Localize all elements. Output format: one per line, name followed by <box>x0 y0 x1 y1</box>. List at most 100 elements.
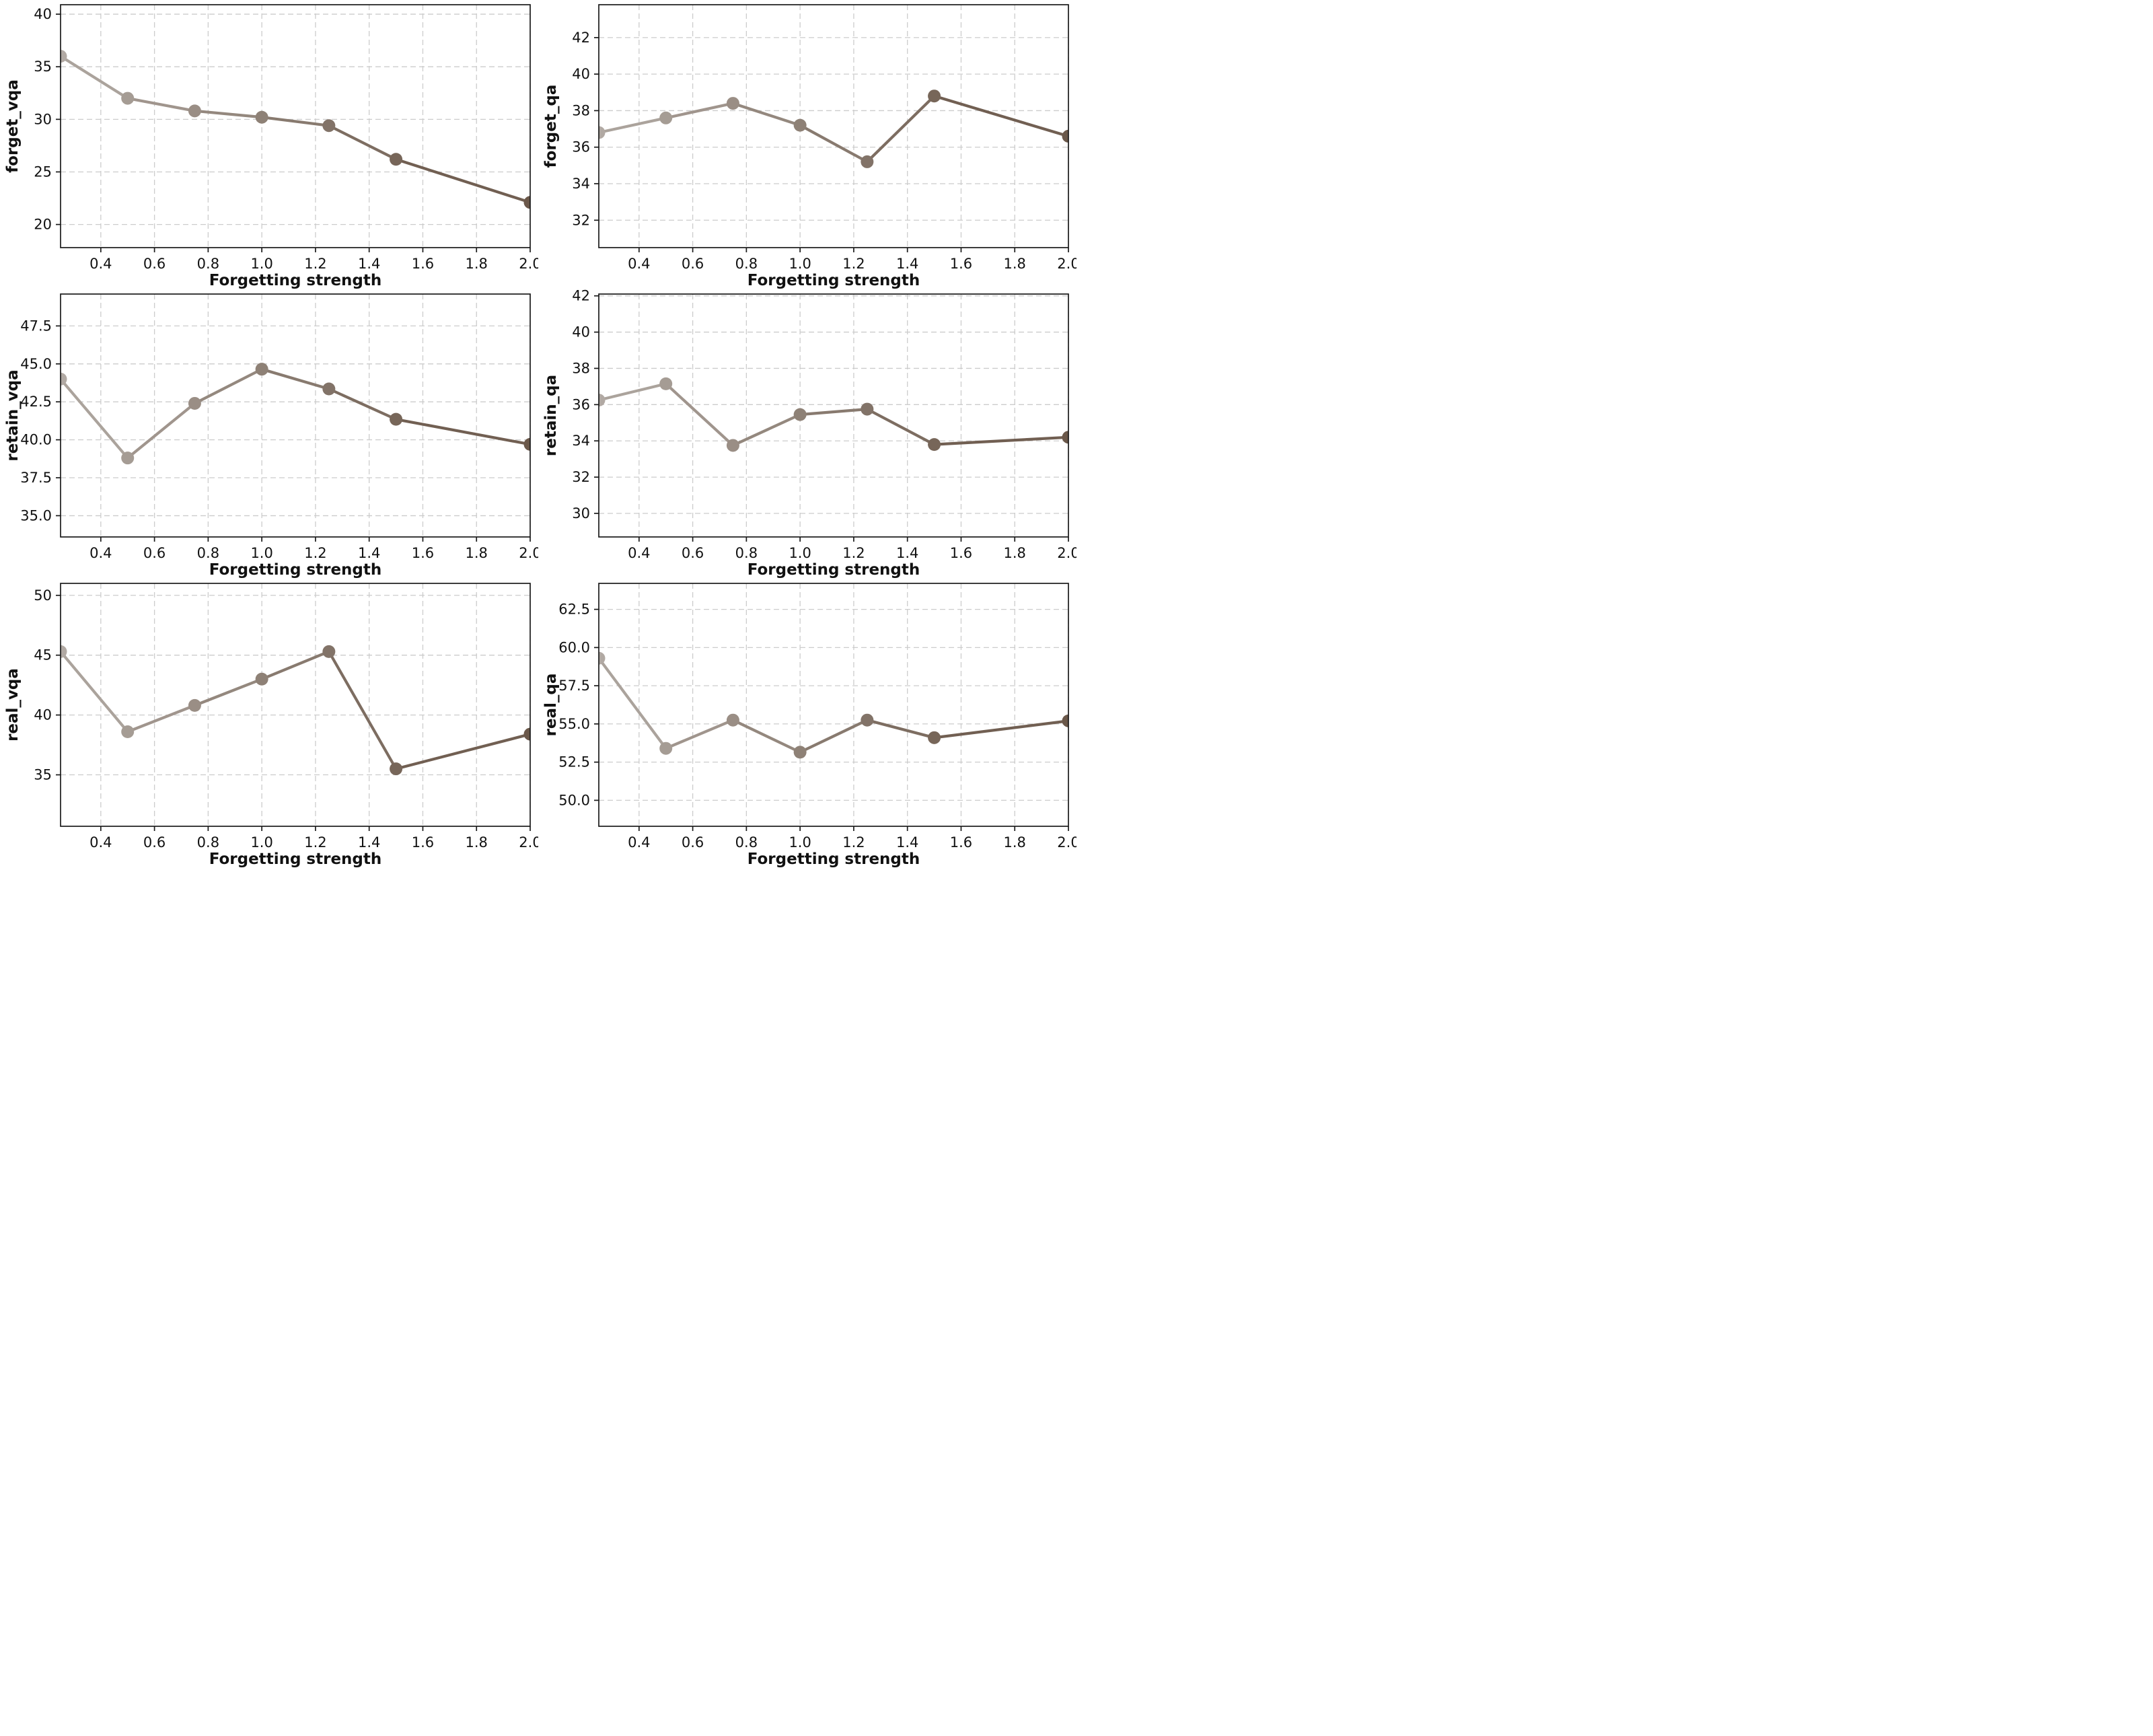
line-segment <box>731 719 802 754</box>
data-point <box>61 372 67 386</box>
line-segment <box>731 102 802 127</box>
x-tick-label: 1.8 <box>466 834 488 851</box>
x-tick-label: 2.0 <box>1057 256 1076 272</box>
x-tick-label: 1.8 <box>1004 545 1026 561</box>
data-point <box>861 713 874 727</box>
x-tick-label: 1.2 <box>304 256 326 272</box>
y-tick-label: 47.5 <box>20 318 52 334</box>
x-axis-label: Forgetting strength <box>747 561 920 579</box>
x-tick-label: 2.0 <box>519 256 538 272</box>
line-segment <box>126 704 196 733</box>
y-tick-label: 50 <box>34 587 52 604</box>
x-tick-label: 1.0 <box>789 256 811 272</box>
data-point <box>726 713 739 727</box>
y-tick-label: 42 <box>572 289 590 304</box>
x-tick-label: 0.6 <box>682 834 704 851</box>
data-series <box>599 377 1068 452</box>
line-segment <box>799 407 869 417</box>
x-tick-label: 0.4 <box>628 834 650 851</box>
x-tick-label: 0.4 <box>89 256 112 272</box>
line-segment <box>61 377 129 460</box>
y-tick-label: 40 <box>34 6 52 22</box>
line-segment <box>327 124 398 161</box>
data-series <box>61 50 530 209</box>
line-segment <box>193 367 264 405</box>
y-tick-label: 30 <box>572 505 590 521</box>
data-point <box>121 451 135 465</box>
y-tick-label: 34 <box>572 176 590 192</box>
x-tick-label: 1.0 <box>789 545 811 561</box>
data-point <box>599 651 606 665</box>
axes-box <box>60 583 531 827</box>
y-axis-label: retain_vqa <box>4 369 22 461</box>
x-tick-label: 1.8 <box>466 256 488 272</box>
y-tick-label: 38 <box>572 102 590 118</box>
x-tick-label: 1.2 <box>842 834 865 851</box>
y-tick-label: 37.5 <box>20 470 52 486</box>
data-point <box>188 104 201 118</box>
y-tick-label: 36 <box>572 396 590 412</box>
x-tick-label: 1.6 <box>950 256 972 272</box>
y-axis-label: real_qa <box>542 674 560 737</box>
chart-canvas-retain_qa: 0.4 0.6 0.8 1.0 1.2 1.4 1.6 1.8 2.0 30 32 34 36 38 40 4… <box>542 289 1076 579</box>
x-tick-label: 1.6 <box>412 545 434 561</box>
chart-canvas-real_qa: 0.4 0.6 0.8 1.0 1.2 1.4 1.6 1.8 2.0 50.0 52.5 55.0 5… <box>542 583 1076 868</box>
y-axis-label: retain_qa <box>542 375 560 456</box>
line-segment <box>799 719 869 754</box>
data-series <box>599 89 1068 168</box>
subplot-forget-qa: 0.4 0.6 0.8 1.0 1.2 1.4 1.6 1.8 2.0 32 34 36 38 40 42 F… <box>538 0 1076 289</box>
x-tick-label: 1.6 <box>412 834 434 851</box>
line-segment <box>61 55 129 100</box>
y-tick-label: 35 <box>34 767 52 783</box>
y-axis-label: forget_qa <box>542 85 560 168</box>
y-tick-label: 20 <box>34 217 52 233</box>
x-tick-label: 0.4 <box>89 834 112 851</box>
line-segment <box>327 387 398 421</box>
subplot-retain-vqa: 0.4 0.6 0.8 1.0 1.2 1.4 1.6 1.8 2.0 35.0 37.5 40.0 4… <box>0 289 538 579</box>
line-segment <box>865 719 936 739</box>
data-point <box>659 377 673 390</box>
x-tick-label: 0.4 <box>628 545 650 561</box>
x-tick-label: 0.8 <box>735 545 758 561</box>
data-point <box>255 672 268 686</box>
axes-box <box>60 4 531 248</box>
x-tick-label: 1.0 <box>789 834 811 851</box>
y-tick-label: 40 <box>572 66 590 82</box>
data-point <box>390 412 403 426</box>
axes-box <box>60 293 531 538</box>
data-point <box>726 439 739 452</box>
line-segment <box>664 102 735 120</box>
x-tick-label: 1.6 <box>950 834 972 851</box>
x-tick-label: 0.8 <box>197 256 219 272</box>
y-tick-label: 45 <box>34 647 52 663</box>
x-axis-label: Forgetting strength <box>209 272 382 289</box>
x-tick-label: 0.8 <box>197 834 219 851</box>
y-tick-label: 62.5 <box>558 602 590 618</box>
x-axis-label: Forgetting strength <box>209 851 382 868</box>
chart-canvas-forget_vqa: 0.4 0.6 0.8 1.0 1.2 1.4 1.6 1.8 2.0 20 25 30 35 40 For… <box>4 4 538 289</box>
data-point <box>255 363 268 376</box>
y-tick-label: 50.0 <box>558 792 590 808</box>
data-point <box>793 746 807 759</box>
line-segment <box>599 116 667 135</box>
data-point <box>523 727 530 741</box>
subplot-real-vqa: 0.4 0.6 0.8 1.0 1.2 1.4 1.6 1.8 2.0 35 40 45 50 Forge… <box>0 579 538 868</box>
y-tick-label: 35 <box>34 59 52 75</box>
data-point <box>928 438 941 451</box>
x-tick-label: 1.2 <box>304 545 326 561</box>
line-segment <box>799 124 869 164</box>
x-tick-label: 1.4 <box>896 256 918 272</box>
y-tick-label: 35.0 <box>20 507 52 523</box>
data-point <box>390 762 403 776</box>
line-segment <box>599 382 667 402</box>
data-point <box>322 382 336 396</box>
y-tick-label: 40 <box>572 324 590 340</box>
line-segment <box>664 382 735 447</box>
line-segment <box>193 678 264 707</box>
data-point <box>188 396 201 410</box>
data-point <box>322 119 336 133</box>
data-point <box>188 698 201 712</box>
axes-box <box>598 4 1069 248</box>
data-point <box>390 153 403 166</box>
x-tick-label: 0.6 <box>143 545 166 561</box>
